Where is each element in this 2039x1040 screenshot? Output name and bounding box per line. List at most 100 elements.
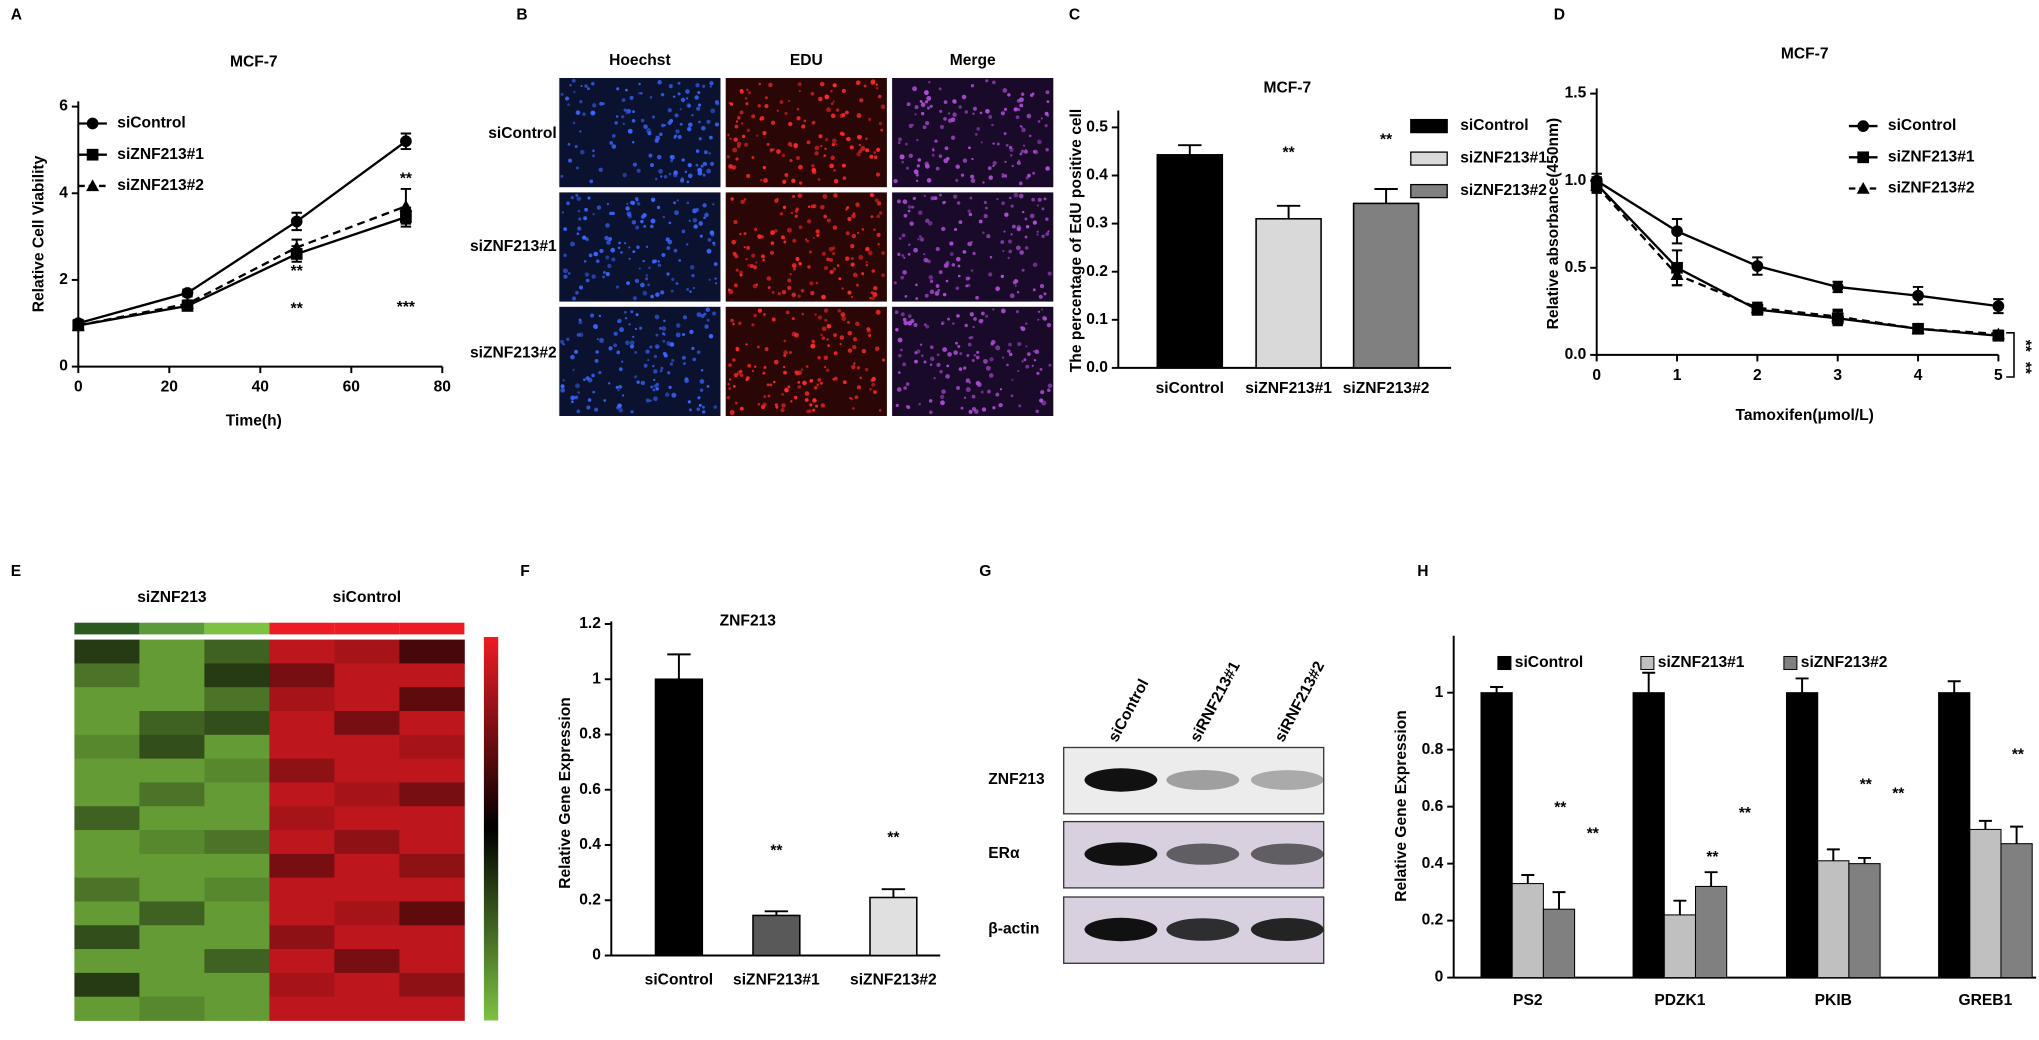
cell-dot — [907, 252, 911, 256]
heatmap-cell — [139, 996, 205, 1021]
cell-dot — [956, 201, 961, 205]
legend-marker — [1856, 182, 1870, 194]
cell-dot — [967, 241, 973, 247]
cell-dot — [898, 236, 902, 240]
heatmap-cell — [269, 639, 335, 664]
cell-dot — [956, 314, 960, 318]
heatmap-cell — [204, 639, 270, 664]
x-tick-label: 1 — [1673, 367, 1682, 384]
series-line — [1595, 185, 1999, 336]
heatmap-cell — [334, 972, 400, 998]
cell-dot — [1044, 124, 1048, 128]
cell-dot — [606, 240, 611, 245]
cell-dot — [576, 409, 581, 414]
heatmap-cell — [139, 758, 205, 783]
cell-dot — [647, 283, 650, 287]
marker — [399, 199, 413, 212]
cell-dot — [583, 260, 587, 263]
cell-dot — [621, 115, 625, 119]
cell-dot — [903, 213, 908, 218]
cell-dot — [970, 335, 974, 340]
cell-dot — [635, 313, 639, 317]
series-line — [78, 205, 407, 327]
cell-dot — [674, 113, 679, 118]
cell-dot — [708, 152, 711, 155]
cell-dot — [593, 324, 598, 329]
cell-dot — [1021, 210, 1025, 214]
cell-dot — [943, 263, 949, 268]
cell-dot — [878, 121, 883, 126]
cell-dot — [636, 202, 641, 206]
y-tick-label: 0.1 — [1086, 311, 1108, 328]
cell-dot — [684, 378, 689, 384]
cell-dot — [958, 220, 963, 225]
cell-dot — [836, 264, 840, 267]
x-tick-label: siZNF213#2 — [850, 971, 937, 988]
cell-dot — [1003, 174, 1008, 178]
cell-dot — [618, 241, 621, 245]
cell-dot — [692, 357, 697, 362]
cell-dot — [762, 371, 766, 375]
cell-dot — [961, 94, 967, 100]
cell-dot — [969, 196, 973, 200]
cell-dot — [774, 198, 779, 203]
cell-dot — [1032, 288, 1036, 292]
cell-dot — [577, 226, 582, 231]
y-axis-label: Relative Cell Viability — [30, 155, 47, 312]
error-bar — [1552, 891, 1566, 910]
cell-dot — [694, 95, 699, 100]
cell-dot — [1027, 352, 1031, 357]
cell-dot — [679, 122, 683, 126]
cell-dot — [956, 386, 960, 390]
cell-dot — [906, 405, 911, 410]
cell-dot — [771, 290, 775, 294]
cell-dot — [677, 135, 682, 140]
cell-dot — [611, 144, 617, 149]
heatmap-cell — [204, 734, 270, 760]
cell-dot — [976, 350, 980, 354]
cell-dot — [923, 90, 929, 96]
cell-dot — [912, 196, 916, 200]
cell-dot — [753, 313, 757, 318]
cell-dot — [650, 163, 654, 167]
cell-dot — [819, 381, 823, 385]
cell-dot — [1037, 318, 1040, 321]
heatmap-cell — [204, 830, 270, 855]
cell-dot — [992, 164, 995, 168]
cell-dot — [587, 87, 590, 91]
cell-dot — [817, 378, 822, 382]
cell-dot — [623, 310, 627, 314]
cell-dot — [688, 122, 693, 128]
cell-dot — [824, 318, 828, 322]
y-tick-label: 0.5 — [1086, 119, 1108, 136]
cell-dot — [926, 178, 932, 183]
cell-dot — [973, 409, 979, 414]
cell-dot — [611, 133, 616, 138]
cell-dot — [712, 311, 717, 316]
cell-dot — [788, 121, 793, 127]
cell-dot — [920, 102, 926, 108]
cell-dot — [1010, 233, 1013, 236]
cell-dot — [624, 242, 627, 245]
bar — [2000, 843, 2033, 979]
cell-dot — [592, 103, 597, 108]
cell-dot — [811, 164, 815, 168]
cell-dot — [617, 318, 622, 324]
cell-dot — [746, 376, 750, 381]
cell-dot — [599, 338, 604, 343]
cell-dot — [1018, 181, 1023, 186]
x-tick-label: siZNF213#2 — [1343, 380, 1430, 397]
cell-dot — [613, 343, 618, 348]
heatmap-cell — [269, 877, 335, 902]
cell-dot — [925, 324, 930, 329]
cell-dot — [797, 381, 801, 384]
cell-dot — [998, 402, 1003, 408]
cell-dot — [987, 166, 992, 171]
cell-dot — [668, 84, 673, 89]
legend-label: siZNF213#2 — [1888, 180, 1975, 197]
bar — [1255, 218, 1322, 369]
panel-letter: B — [516, 7, 527, 24]
cell-dot — [904, 295, 908, 298]
cell-dot — [789, 158, 793, 163]
heatmap-cell — [269, 972, 335, 998]
